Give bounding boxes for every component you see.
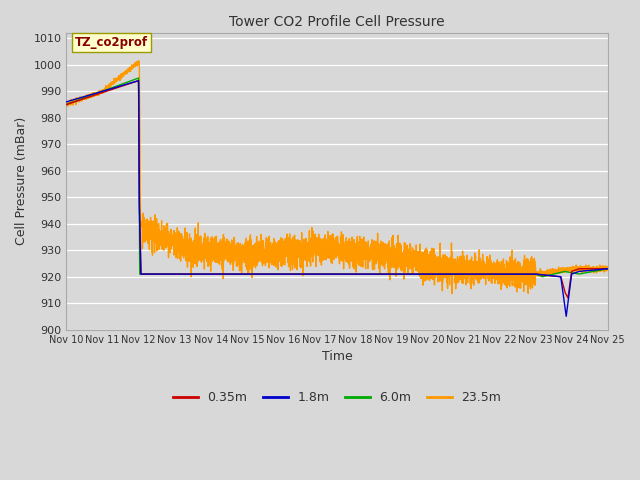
1.8m	[563, 313, 570, 319]
Title: Tower CO2 Profile Cell Pressure: Tower CO2 Profile Cell Pressure	[229, 15, 445, 29]
1.8m	[467, 271, 474, 277]
0.35m	[564, 295, 572, 300]
6.0m	[161, 271, 169, 277]
0.35m	[415, 271, 422, 277]
Line: 23.5m: 23.5m	[67, 61, 608, 294]
23.5m	[134, 58, 142, 64]
Line: 6.0m: 6.0m	[67, 78, 608, 276]
Line: 0.35m: 0.35m	[67, 81, 608, 298]
6.0m	[415, 271, 422, 277]
6.0m	[467, 271, 474, 277]
6.0m	[134, 75, 142, 81]
0.35m	[508, 271, 515, 277]
0.35m	[63, 102, 70, 108]
6.0m	[387, 271, 395, 277]
23.5m	[161, 228, 169, 234]
1.8m	[134, 78, 142, 84]
23.5m	[604, 264, 612, 270]
1.8m	[415, 271, 422, 277]
23.5m	[467, 271, 474, 276]
0.35m	[134, 78, 142, 84]
1.8m	[508, 271, 515, 277]
6.0m	[269, 271, 277, 277]
23.5m	[448, 291, 456, 297]
23.5m	[508, 252, 515, 258]
0.35m	[604, 266, 612, 272]
Legend: 0.35m, 1.8m, 6.0m, 23.5m: 0.35m, 1.8m, 6.0m, 23.5m	[168, 386, 506, 409]
6.0m	[604, 266, 612, 272]
1.8m	[161, 271, 169, 277]
0.35m	[467, 271, 474, 277]
1.8m	[387, 271, 395, 277]
1.8m	[604, 266, 612, 272]
6.0m	[539, 274, 547, 279]
6.0m	[63, 102, 70, 108]
0.35m	[269, 271, 277, 277]
0.35m	[161, 271, 169, 277]
1.8m	[269, 271, 277, 277]
23.5m	[269, 246, 277, 252]
Text: TZ_co2prof: TZ_co2prof	[74, 36, 148, 49]
23.5m	[415, 252, 422, 258]
0.35m	[387, 271, 395, 277]
23.5m	[387, 259, 395, 265]
X-axis label: Time: Time	[322, 350, 353, 363]
Y-axis label: Cell Pressure (mBar): Cell Pressure (mBar)	[15, 117, 28, 245]
1.8m	[63, 99, 70, 105]
23.5m	[63, 101, 70, 107]
6.0m	[508, 271, 515, 277]
Line: 1.8m: 1.8m	[67, 81, 608, 316]
